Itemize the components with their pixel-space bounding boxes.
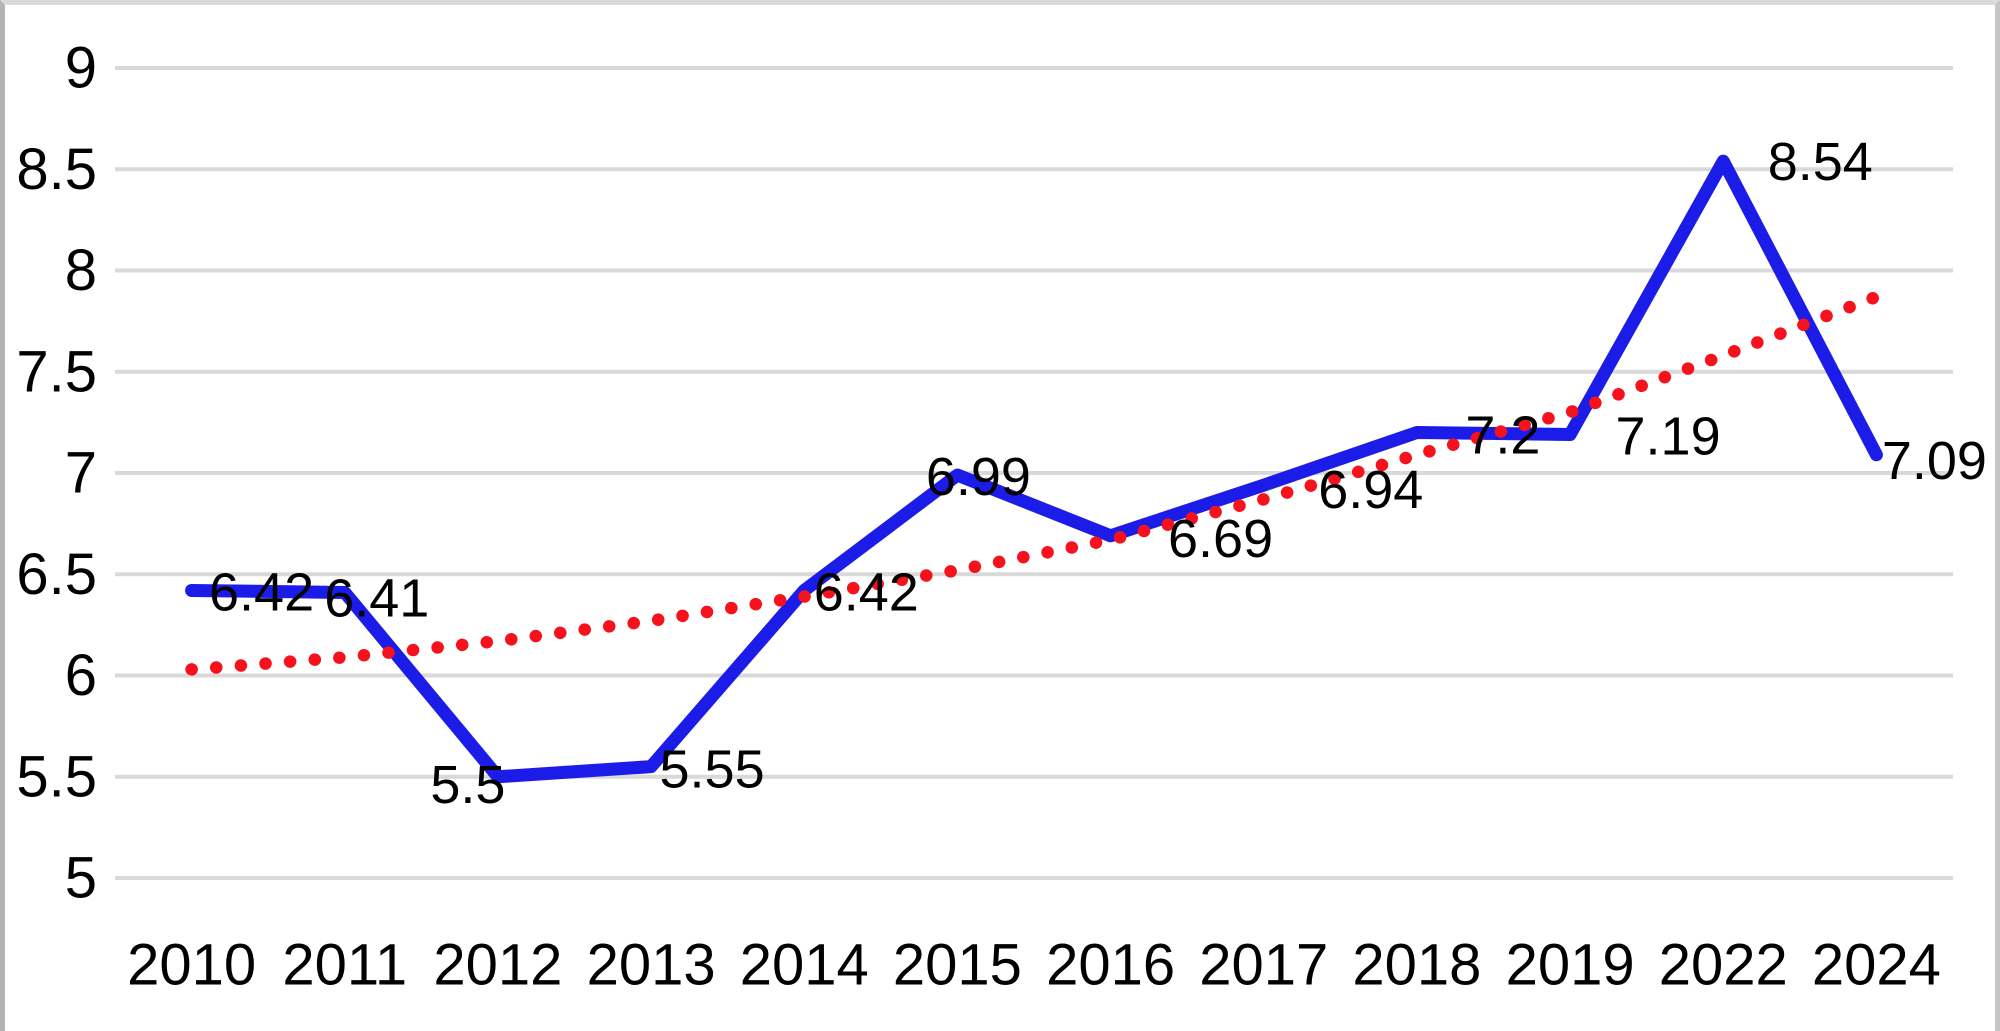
- data-label: 6.41: [324, 568, 429, 628]
- data-label: 8.54: [1768, 132, 1873, 192]
- x-tick-label: 2013: [587, 933, 716, 998]
- y-tick-label: 5.5: [16, 744, 97, 809]
- x-tick-label: 2012: [433, 933, 562, 998]
- x-tick-label: 2016: [1046, 933, 1175, 998]
- series-polyline: [185, 154, 1883, 784]
- y-tick-label: 5: [65, 846, 97, 911]
- x-tick-label: 2015: [893, 933, 1022, 998]
- data-label: 7.2: [1465, 406, 1540, 466]
- y-tick-label: 7: [65, 441, 97, 506]
- data-label: 7.09: [1882, 431, 1987, 491]
- data-labels: 6.42 6.415.5 5.556.426.996.696.947.2 7.198.…: [209, 132, 1987, 815]
- y-axis-tick-labels: 5 5.5 6 6.5 7 7.5 8 8.5 9: [16, 36, 97, 911]
- data-label: 7.19: [1616, 407, 1721, 467]
- data-label: 5.55: [660, 740, 765, 800]
- x-tick-label: 2011: [282, 933, 407, 998]
- y-tick-label: 9: [65, 36, 97, 101]
- data-label: 6.69: [1168, 509, 1273, 569]
- gridlines: [115, 66, 1953, 880]
- data-label: 6.99: [926, 447, 1031, 507]
- line-chart-canvas: 55.566.577.588.59 2010 2011 2012 2013 2014 20…: [16, 36, 1987, 998]
- x-tick-label: 2014: [740, 933, 869, 998]
- x-tick-label: 2022: [1659, 933, 1788, 998]
- trendline-dotted: [185, 290, 1883, 676]
- x-tick-label: 2018: [1352, 933, 1481, 998]
- y-tick-label: 8: [65, 238, 97, 303]
- y-tick-label: 6: [65, 643, 97, 708]
- x-tick-label: 2010: [127, 933, 256, 998]
- trendline-polyline: [185, 290, 1883, 676]
- data-series-line: [185, 154, 1883, 784]
- data-label: 6.42: [209, 562, 314, 622]
- data-label: 6.94: [1318, 460, 1423, 520]
- x-tick-label: 2019: [1506, 933, 1635, 998]
- y-tick-label: 7.5: [16, 339, 97, 404]
- x-axis-tick-labels: 2010 2011 2012 2013 2014 2015 2016 2017 2018 2019…: [127, 933, 1941, 998]
- y-tick-label: 6.5: [16, 542, 97, 607]
- data-label: 5.5: [430, 755, 505, 815]
- x-tick-label: 2024: [1812, 933, 1941, 998]
- y-tick-label: 8.5: [16, 137, 97, 202]
- x-tick-label: 2017: [1199, 933, 1328, 998]
- data-label: 6.42: [814, 562, 919, 622]
